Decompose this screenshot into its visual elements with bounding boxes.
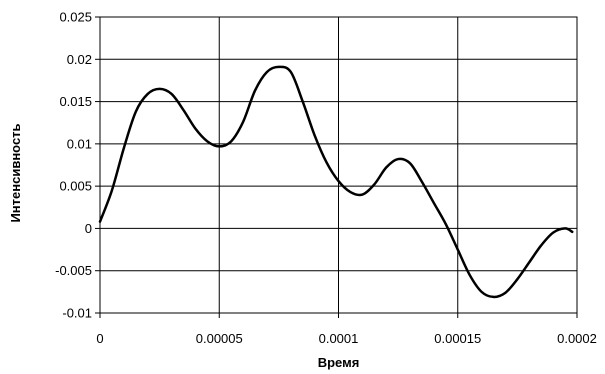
x-tick-label: 0.0002 [557, 331, 597, 346]
x-tick-label: 0.00005 [196, 331, 243, 346]
y-tick-label: 0.015 [59, 94, 92, 109]
x-axis-ticks: 0 0.00005 0.0001 0.00015 0.0002 [96, 313, 597, 346]
y-axis-ticks: -0.01 -0.005 0 0.005 0.01 0.015 0.02 0.025 [55, 10, 100, 321]
series-line [98, 65, 574, 299]
y-tick-label: 0.005 [59, 179, 92, 194]
y-tick-label: 0.025 [59, 10, 92, 25]
y-axis-title: Интенсивность [8, 123, 23, 222]
y-tick-label: 0 [85, 221, 92, 236]
x-tick-label: 0.0001 [319, 331, 359, 346]
y-tick-label: 0.02 [67, 52, 92, 67]
x-axis-title: Время [318, 355, 360, 370]
gridlines [99, 16, 578, 314]
y-tick-label: 0.01 [67, 136, 92, 151]
x-tick-label: 0 [96, 331, 103, 346]
y-tick-label: -0.005 [55, 263, 92, 278]
y-tick-label: -0.01 [62, 306, 92, 321]
x-tick-label: 0.00015 [434, 331, 481, 346]
